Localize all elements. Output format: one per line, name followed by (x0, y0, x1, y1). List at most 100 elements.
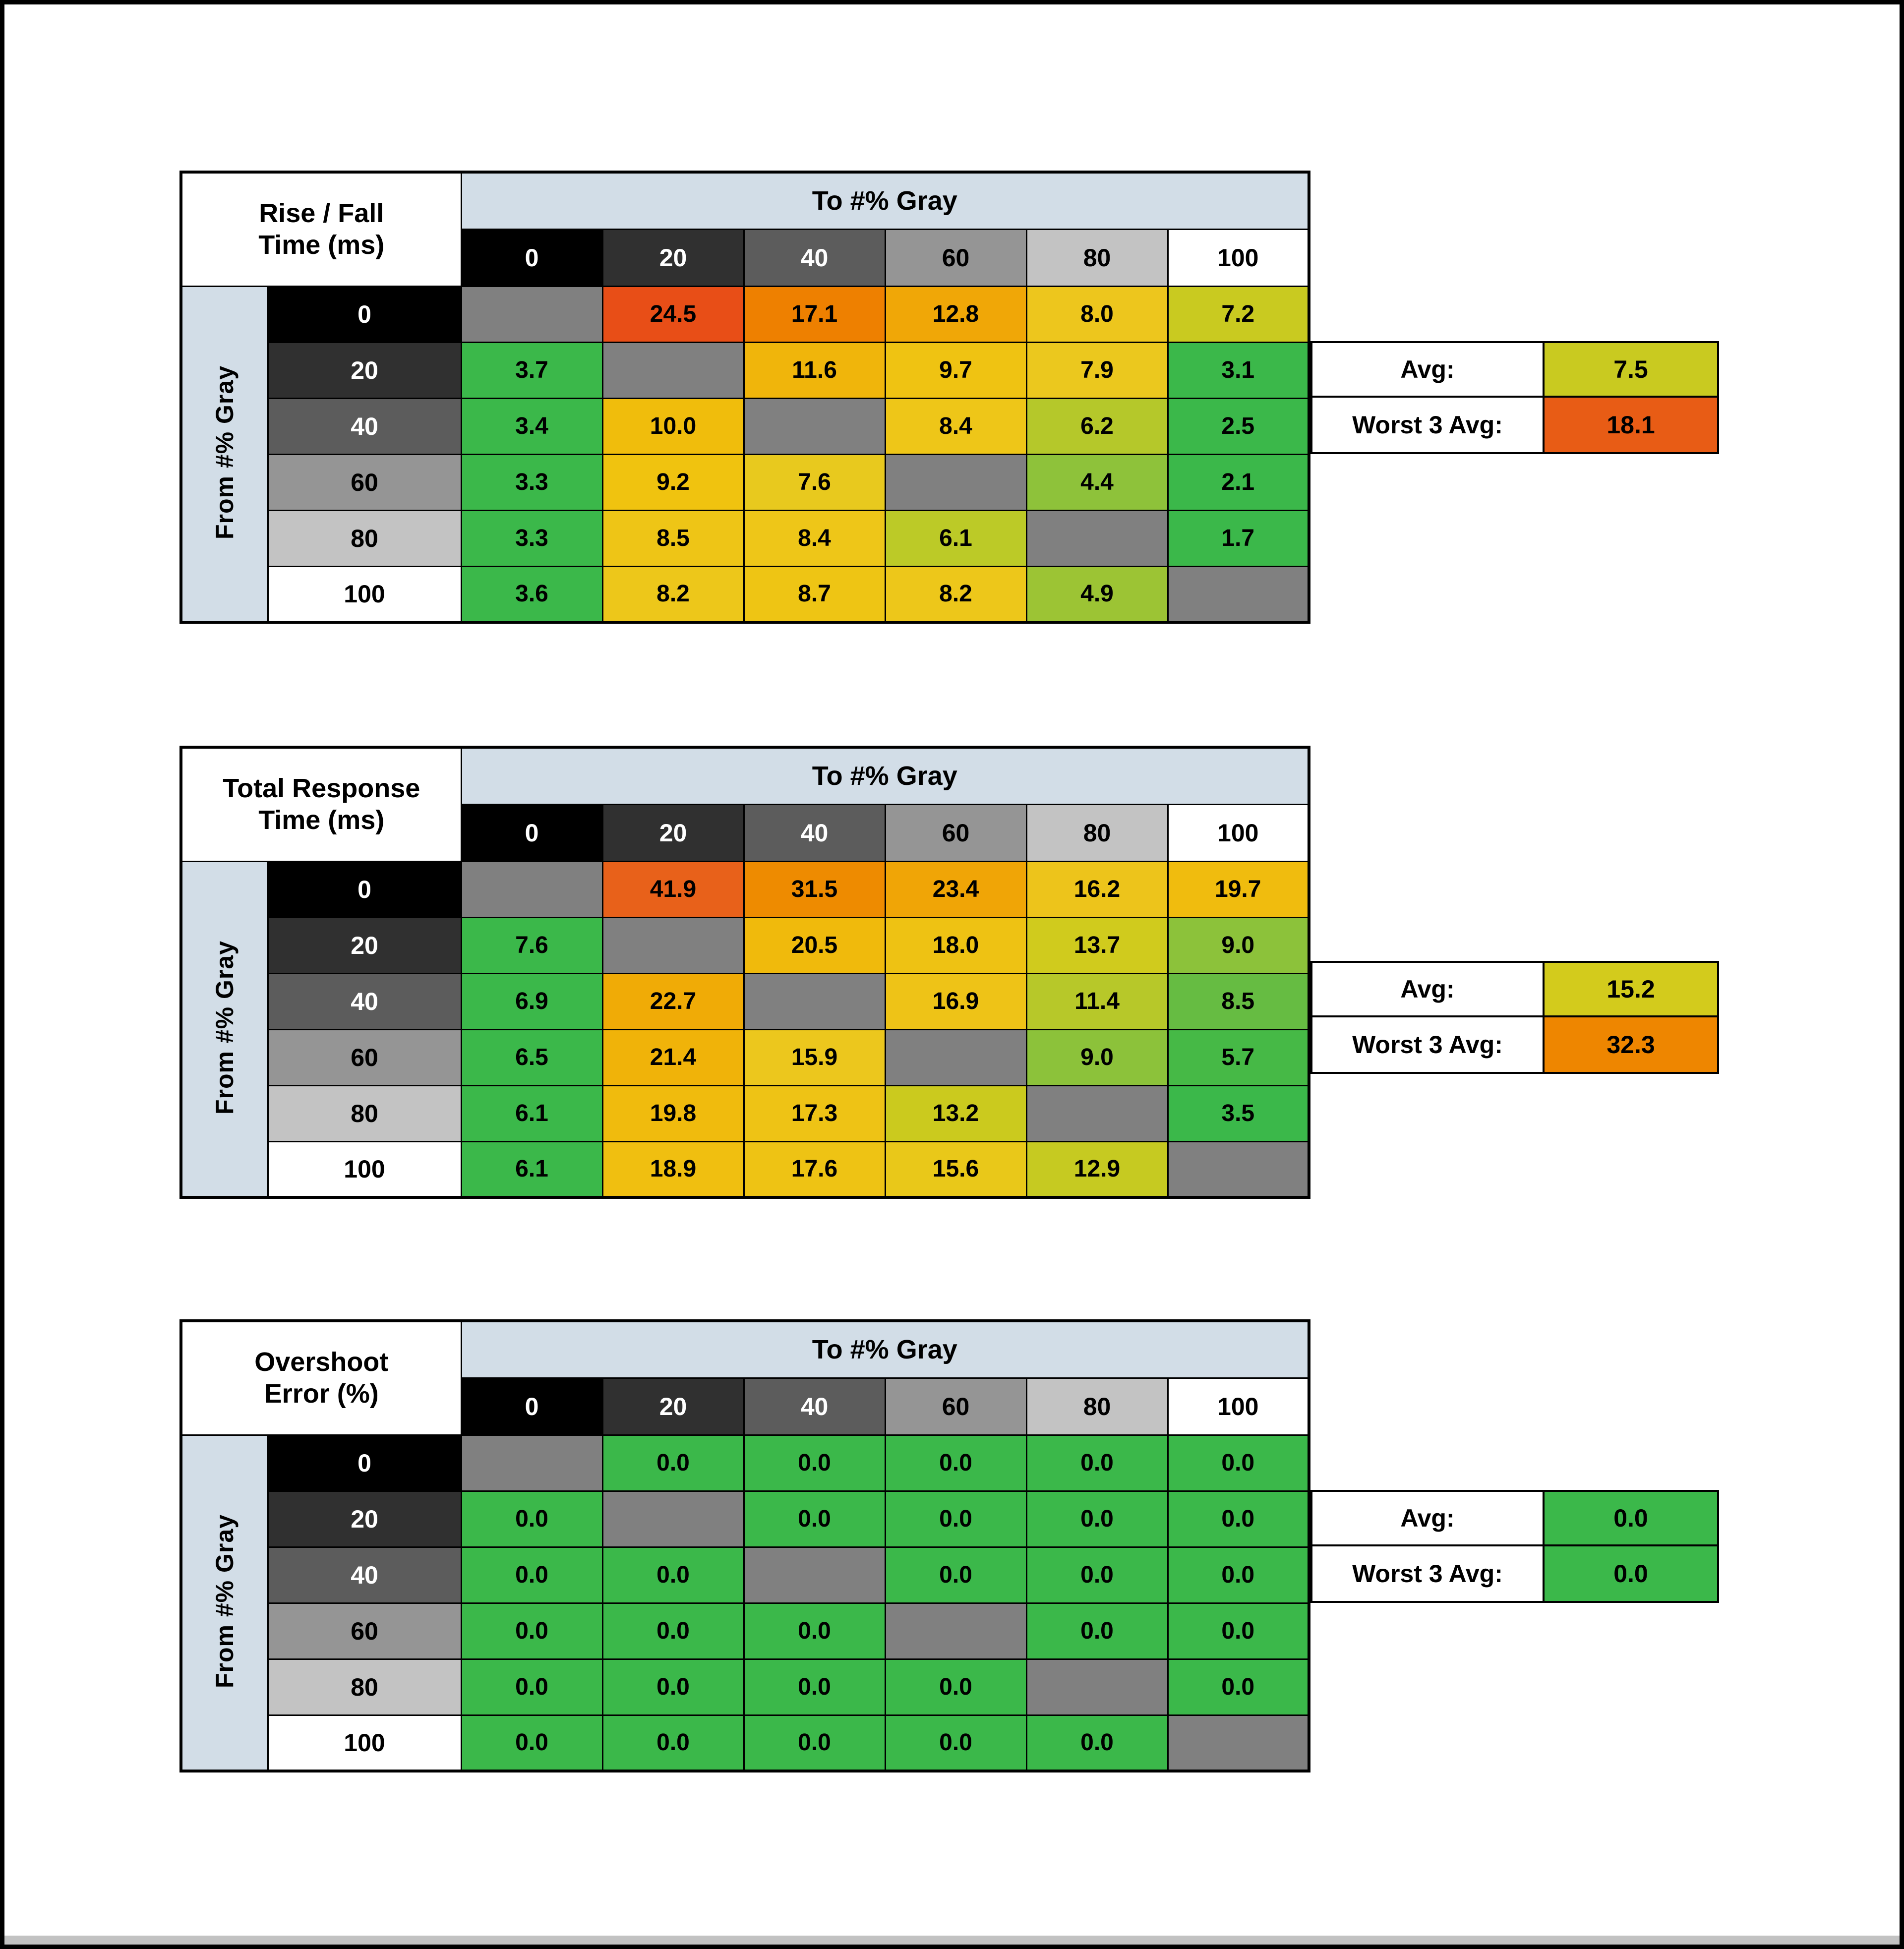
table-row: 40 6.9 22.7 16.9 11.4 8.5 (181, 972, 1310, 1030)
diagonal-cell (601, 916, 745, 974)
stat-value: 0.0 (1545, 1546, 1719, 1603)
data-cell: 6.9 (460, 972, 603, 1030)
table-row: 80 0.0 0.0 0.0 0.0 0.0 (181, 1658, 1310, 1716)
col-label-40: 40 (743, 803, 886, 862)
table-row: From #% Gray 0 0.0 0.0 0.0 0.0 0.0 (180, 1434, 1310, 1772)
data-cell: 19.7 (1167, 860, 1310, 918)
diagonal-cell (743, 397, 886, 455)
row-label-0: 0 (267, 285, 462, 343)
row-label-100: 100 (267, 565, 462, 623)
data-cell: 5.7 (1167, 1028, 1310, 1086)
col-label-40: 40 (743, 1377, 886, 1436)
data-cell: 0.0 (1167, 1490, 1310, 1548)
data-cell: 4.9 (1025, 565, 1169, 623)
table-row: 20 7.6 20.5 18.0 13.7 9.0 (181, 916, 1310, 974)
from-gray-header: From #% Gray (180, 860, 269, 1198)
table-row: 60 3.3 9.2 7.6 4.4 2.1 (181, 453, 1310, 511)
stat-value: 7.5 (1545, 341, 1719, 398)
diagonal-cell (460, 285, 603, 343)
data-cell: 3.3 (460, 509, 603, 567)
data-cell: 17.3 (743, 1084, 886, 1142)
data-cell: 3.7 (460, 341, 603, 399)
data-cell: 0.0 (1025, 1490, 1169, 1548)
col-label-80: 80 (1025, 228, 1169, 287)
data-cell: 24.5 (601, 285, 745, 343)
data-cell: 3.3 (460, 453, 603, 511)
row-label-20: 20 (267, 341, 462, 399)
table-title-line1: Overshoot (254, 1347, 389, 1377)
data-cell: 10.0 (601, 397, 745, 455)
col-label-20: 20 (601, 1377, 745, 1436)
diagonal-cell (601, 341, 745, 399)
table-row: 100 3.6 8.2 8.7 8.2 4.9 (181, 565, 1310, 623)
rise-fall-time-table: Rise / Fall Time (ms) To #% Gray 0 20 40 60 80 1… (179, 171, 1310, 624)
stat-value: 32.3 (1545, 1017, 1719, 1074)
rise-fall-time-stats: Avg: 7.5 Worst 3 Avg: 18.1 (1310, 341, 1719, 454)
overshoot-error-stats: Avg: 0.0 Worst 3 Avg: 0.0 (1310, 1490, 1719, 1603)
data-cell: 0.0 (884, 1546, 1027, 1604)
data-cell: 17.6 (743, 1140, 886, 1198)
data-cell: 0.0 (884, 1714, 1027, 1772)
data-cell: 7.2 (1167, 285, 1310, 343)
table-row: 80 3.3 8.5 8.4 6.1 1.7 (181, 509, 1310, 567)
from-gray-header: From #% Gray (180, 285, 269, 623)
table-row: 40 3.4 10.0 8.4 6.2 2.5 (181, 397, 1310, 455)
overshoot-error-table: Overshoot Error (%) To #% Gray 0 20 40 60 80 100… (179, 1319, 1310, 1772)
table-title-line2: Error (%) (264, 1378, 379, 1409)
data-cell: 0.0 (1025, 1434, 1169, 1492)
data-cell: 9.0 (1025, 1028, 1169, 1086)
stat-value: 18.1 (1545, 398, 1719, 454)
data-cell: 12.8 (884, 285, 1027, 343)
col-label-0: 0 (460, 803, 603, 862)
table-row: 80 6.1 19.8 17.3 13.2 3.5 (181, 1084, 1310, 1142)
data-cell: 0.0 (460, 1546, 603, 1604)
data-cell: 9.2 (601, 453, 745, 511)
table-row: 40 0.0 0.0 0.0 0.0 0.0 (181, 1546, 1310, 1604)
data-cell: 0.0 (1025, 1714, 1169, 1772)
total-response-time-stats: Avg: 15.2 Worst 3 Avg: 32.3 (1310, 961, 1719, 1074)
col-label-100: 100 (1167, 228, 1310, 287)
data-cell: 2.5 (1167, 397, 1310, 455)
row-label-0: 0 (267, 1434, 462, 1492)
data-cell: 0.0 (884, 1658, 1027, 1716)
data-cell: 18.0 (884, 916, 1027, 974)
data-cell: 11.4 (1025, 972, 1169, 1030)
col-label-100: 100 (1167, 1377, 1310, 1436)
stat-row: Worst 3 Avg: 18.1 (1310, 398, 1719, 454)
table-row: 20 3.7 11.6 9.7 7.9 3.1 (181, 341, 1310, 399)
col-label-80: 80 (1025, 1377, 1169, 1436)
col-label-60: 60 (884, 228, 1027, 287)
data-cell: 3.6 (460, 565, 603, 623)
diagonal-cell (743, 972, 886, 1030)
to-gray-header: To #% Gray (460, 171, 1310, 230)
data-cell: 3.4 (460, 397, 603, 455)
data-cell: 0.0 (743, 1434, 886, 1492)
data-cell: 0.0 (884, 1434, 1027, 1492)
data-cell: 7.9 (1025, 341, 1169, 399)
stat-value: 0.0 (1545, 1490, 1719, 1546)
col-label-20: 20 (601, 228, 745, 287)
data-cell: 22.7 (601, 972, 745, 1030)
data-cell: 0.0 (1025, 1602, 1169, 1660)
stat-label: Worst 3 Avg: (1310, 1017, 1545, 1074)
diagonal-cell (884, 453, 1027, 511)
data-cell: 12.9 (1025, 1140, 1169, 1198)
col-label-20: 20 (601, 803, 745, 862)
data-cell: 17.1 (743, 285, 886, 343)
data-cell: 0.0 (460, 1490, 603, 1548)
data-cell: 16.9 (884, 972, 1027, 1030)
data-cell: 8.5 (1167, 972, 1310, 1030)
data-cell: 15.9 (743, 1028, 886, 1086)
rise-fall-time-block: Rise / Fall Time (ms) To #% Gray 0 20 40 60 80 1… (179, 171, 1719, 624)
data-cell: 8.5 (601, 509, 745, 567)
data-cell: 4.4 (1025, 453, 1169, 511)
data-cell: 8.2 (601, 565, 745, 623)
stat-row: Avg: 7.5 (1310, 341, 1719, 398)
total-response-time-block: Total Response Time (ms) To #% Gray 0 20 40 60… (179, 746, 1719, 1199)
data-cell: 0.0 (884, 1490, 1027, 1548)
data-cell: 6.5 (460, 1028, 603, 1086)
row-label-0: 0 (267, 860, 462, 918)
col-label-40: 40 (743, 228, 886, 287)
col-label-0: 0 (460, 228, 603, 287)
data-cell: 20.5 (743, 916, 886, 974)
